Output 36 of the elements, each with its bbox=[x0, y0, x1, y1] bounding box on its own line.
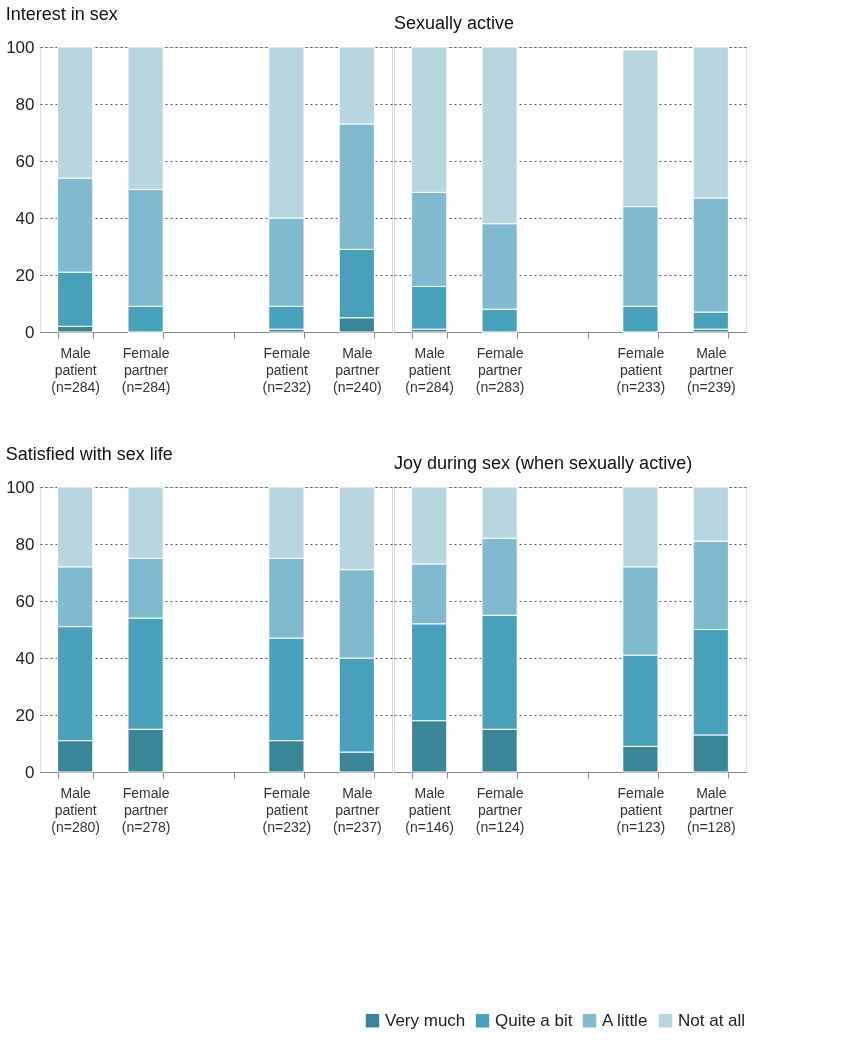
x-tick-label: Male partner (n=128) bbox=[686, 784, 736, 835]
y-tick-label: 40 bbox=[15, 208, 35, 228]
legend-label: Quite a bit bbox=[495, 1010, 573, 1030]
x-tick-label: Female partner (n=284) bbox=[121, 344, 171, 395]
x-tick-label: Male partner (n=237) bbox=[332, 784, 382, 835]
y-tick-label: 80 bbox=[15, 534, 35, 554]
y-tick-label: 20 bbox=[15, 265, 35, 285]
x-tick-label: Male patient (n=146) bbox=[405, 784, 455, 835]
y-tick-label: 40 bbox=[15, 648, 35, 668]
x-tick-label: Female partner (n=124) bbox=[475, 784, 525, 835]
chart-title: Joy during sex (when sexually active) bbox=[394, 452, 693, 473]
x-tick-label: Female partner (n=278) bbox=[121, 784, 171, 835]
x-tick-label: Female patient (n=232) bbox=[262, 784, 312, 835]
y-tick-label: 100 bbox=[6, 37, 35, 57]
x-tick-label: Female patient (n=233) bbox=[616, 344, 666, 395]
x-tick-label: Male patient (n=284) bbox=[51, 344, 101, 395]
legend-label: Very much bbox=[385, 1010, 466, 1030]
x-tick-label: Male partner (n=240) bbox=[332, 344, 382, 395]
x-tick-label: Male patient (n=284) bbox=[405, 344, 455, 395]
y-tick-label: 0 bbox=[25, 322, 35, 342]
x-tick-label: Female partner (n=283) bbox=[475, 344, 525, 395]
y-tick-label: 20 bbox=[15, 705, 35, 725]
x-tick-label: Female patient (n=232) bbox=[262, 344, 312, 395]
chart-title: Interest in sex bbox=[5, 4, 118, 24]
y-tick-label: 60 bbox=[15, 591, 35, 611]
chart-title: Satisfied with sex life bbox=[5, 444, 173, 464]
y-tick-label: 60 bbox=[15, 151, 35, 171]
chart-title: Sexually active bbox=[394, 12, 515, 33]
x-tick-label: Male partner (n=239) bbox=[686, 344, 736, 395]
y-tick-label: 100 bbox=[6, 477, 35, 497]
y-tick-label: 0 bbox=[25, 762, 35, 782]
x-tick-label: Female patient (n=123) bbox=[616, 784, 666, 835]
legend-label: A little bbox=[602, 1010, 648, 1030]
x-tick-label: Male patient (n=280) bbox=[51, 784, 101, 835]
y-tick-label: 80 bbox=[15, 94, 35, 114]
legend-label: Not at all bbox=[678, 1010, 746, 1030]
